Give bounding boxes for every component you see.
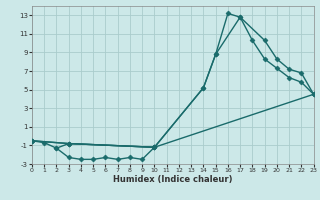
X-axis label: Humidex (Indice chaleur): Humidex (Indice chaleur): [113, 175, 233, 184]
